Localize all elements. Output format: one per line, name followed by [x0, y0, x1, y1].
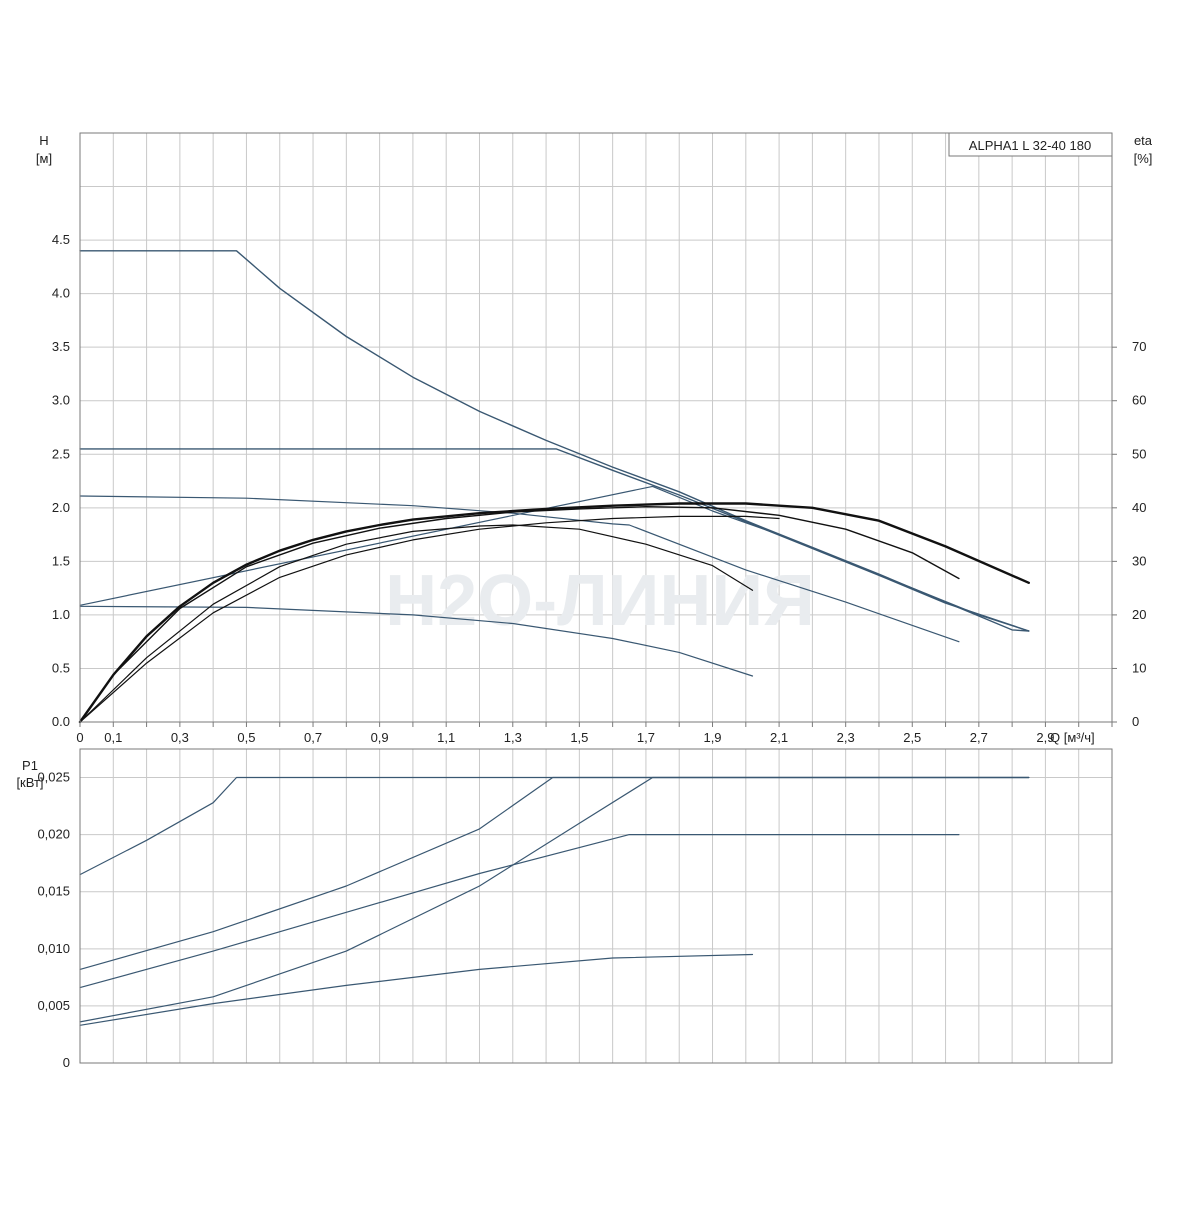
head-y-tick-label: 1.5	[52, 553, 70, 568]
flow-x-tick-label: 0,5	[237, 730, 255, 745]
power-y-tick-label: 0,020	[37, 827, 70, 842]
head-eta-curve-8	[79, 524, 754, 723]
power-power-curve-3	[79, 834, 960, 989]
head-eta-curve-7	[79, 506, 960, 723]
tick-labels: 0.0 0.5 1.0 1.5 2.0 2.5 3.0 3.5 4.0 4.5 0 0,005 0,01…	[37, 232, 1146, 1070]
head-head-curve-3	[79, 485, 1030, 632]
power-y-tick-label: 0,010	[37, 941, 70, 956]
flow-x-tick-label: 0,9	[371, 730, 389, 745]
watermark-text: H2O-ЛИНИЯ	[385, 561, 815, 641]
head-y-tick-label: 0.5	[52, 660, 70, 675]
flow-x-tick-label: 0,1	[104, 730, 122, 745]
head-y-tick-label: 4.5	[52, 232, 70, 247]
eta-y-tick-label: 40	[1132, 500, 1146, 515]
head-y-tick-label: 2.5	[52, 446, 70, 461]
eta-y-tick-label: 20	[1132, 607, 1146, 622]
legend-label: ALPHA1 L 32-40 180	[969, 138, 1091, 153]
eta-y-tick-label: 60	[1132, 393, 1146, 408]
power-y-tick-label: 0	[63, 1055, 70, 1070]
flow-x-tick-label: 2,7	[970, 730, 988, 745]
flow-x-tick-label: 2,5	[903, 730, 921, 745]
head-y-tick-label: 0.0	[52, 714, 70, 729]
eta-y-tick-label: 50	[1132, 446, 1146, 461]
flow-x-tick-label: 1,5	[570, 730, 588, 745]
flow-x-tick-label: 1,1	[437, 730, 455, 745]
power-power-curve-2	[79, 776, 1030, 970]
head-eta-curve-9	[79, 515, 780, 723]
head-y-tick-label: 1.0	[52, 607, 70, 622]
eta-axis-unit: [%]	[1134, 151, 1153, 166]
head-axis-label: H	[39, 133, 48, 148]
power-y-tick-label: 0,005	[37, 998, 70, 1013]
power-frame	[79, 748, 1113, 1064]
eta-y-tick-label: 70	[1132, 339, 1146, 354]
head-y-tick-label: 4.0	[52, 286, 70, 301]
head-frame	[79, 132, 1113, 723]
curves	[78, 250, 1030, 1026]
power-power-curve-4	[79, 776, 1030, 1023]
flow-x-tick-label: 2,3	[837, 730, 855, 745]
head-y-tick-label: 3.5	[52, 339, 70, 354]
flow-x-tick-label: 0,7	[304, 730, 322, 745]
head-head-curve-2	[79, 448, 1030, 632]
eta-y-tick-label: 10	[1132, 660, 1146, 675]
flow-x-tick-label: 0,3	[171, 730, 189, 745]
flow-x-tick-label: 2,9	[1036, 730, 1054, 745]
eta-axis-label: eta	[1134, 133, 1153, 148]
legend: ALPHA1 L 32-40 180	[948, 132, 1113, 157]
power-y-tick-label: 0,025	[37, 770, 70, 785]
power-axis-label: P1	[22, 758, 38, 773]
power-power-curve-5	[79, 953, 754, 1026]
power-power-curve-1	[79, 776, 1030, 876]
head-y-tick-label: 2.0	[52, 500, 70, 515]
power-y-tick-label: 0,015	[37, 884, 70, 899]
flow-x-tick-label: 1,9	[703, 730, 721, 745]
flow-x-tick-label: 1,7	[637, 730, 655, 745]
plot-frames	[79, 132, 1117, 1064]
eta-y-tick-label: 30	[1132, 553, 1146, 568]
eta-y-tick-label: 0	[1132, 714, 1139, 729]
head-head-curve-5	[79, 605, 754, 677]
flow-axis-label: Q [м³/ч]	[1050, 730, 1095, 745]
legend-box	[948, 132, 1113, 157]
head-eta-curve-6	[78, 502, 1030, 724]
power-axis-unit: [кВт]	[16, 775, 43, 790]
head-axis-unit: [м]	[36, 151, 52, 166]
flow-x-tick-label: 0	[76, 730, 83, 745]
flow-x-tick-label: 2,1	[770, 730, 788, 745]
flow-x-tick-label: 1,3	[504, 730, 522, 745]
head-y-tick-label: 3.0	[52, 393, 70, 408]
head-head-curve-4	[79, 495, 960, 643]
